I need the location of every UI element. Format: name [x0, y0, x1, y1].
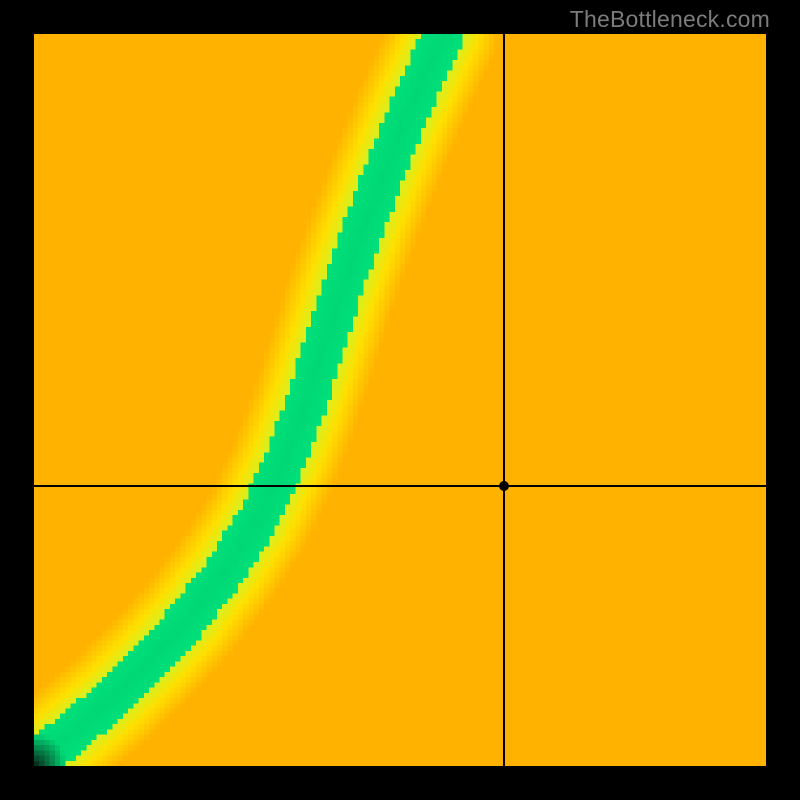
crosshair-marker [499, 481, 509, 491]
watermark-text: TheBottleneck.com [570, 6, 770, 33]
chart-frame: TheBottleneck.com [0, 0, 800, 800]
bottleneck-heatmap [34, 34, 766, 766]
crosshair-vertical [503, 34, 505, 766]
crosshair-horizontal [34, 485, 766, 487]
